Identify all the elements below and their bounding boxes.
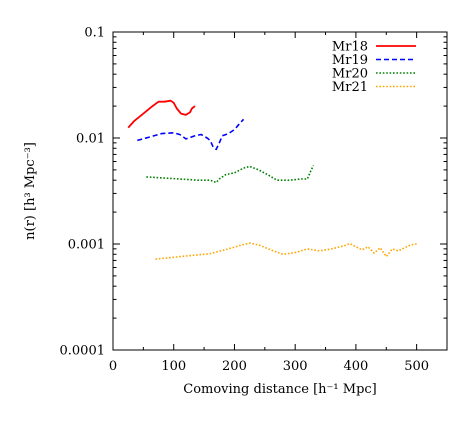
- y-tick-label: 0.0001: [60, 344, 106, 359]
- axis-ticks: 0 100 200 300 400 500 0.0001 0.001 0.01 0.1: [60, 26, 447, 374]
- legend-label-mr21: Mr21: [332, 80, 368, 95]
- y-tick-label: 0.01: [76, 132, 105, 147]
- x-axis-label: Comoving distance [h⁻¹ Mpc]: [183, 382, 377, 397]
- y-tick-label: 0.1: [84, 26, 105, 41]
- series-line-mr18: [127, 99, 196, 129]
- legend-label-mr20: Mr20: [332, 67, 368, 82]
- x-tick-label: 100: [161, 359, 186, 374]
- legend-label-mr19: Mr19: [332, 53, 368, 68]
- series-group: [127, 99, 417, 260]
- series-line-mr20: [146, 165, 315, 184]
- y-tick-label: 0.001: [68, 238, 105, 253]
- x-tick-label: 300: [283, 359, 308, 374]
- x-tick-label: 500: [404, 359, 429, 374]
- plot-frame: [112, 31, 448, 351]
- legend-label-mr18: Mr18: [332, 40, 368, 55]
- x-tick-label: 400: [343, 359, 368, 374]
- y-axis-label: n(r) [h³ Mpc⁻³]: [23, 142, 38, 240]
- x-tick-label: 200: [222, 359, 247, 374]
- series-line-mr19: [137, 118, 245, 151]
- series-line-mr21: [155, 242, 417, 260]
- x-tick-label: 0: [109, 359, 117, 374]
